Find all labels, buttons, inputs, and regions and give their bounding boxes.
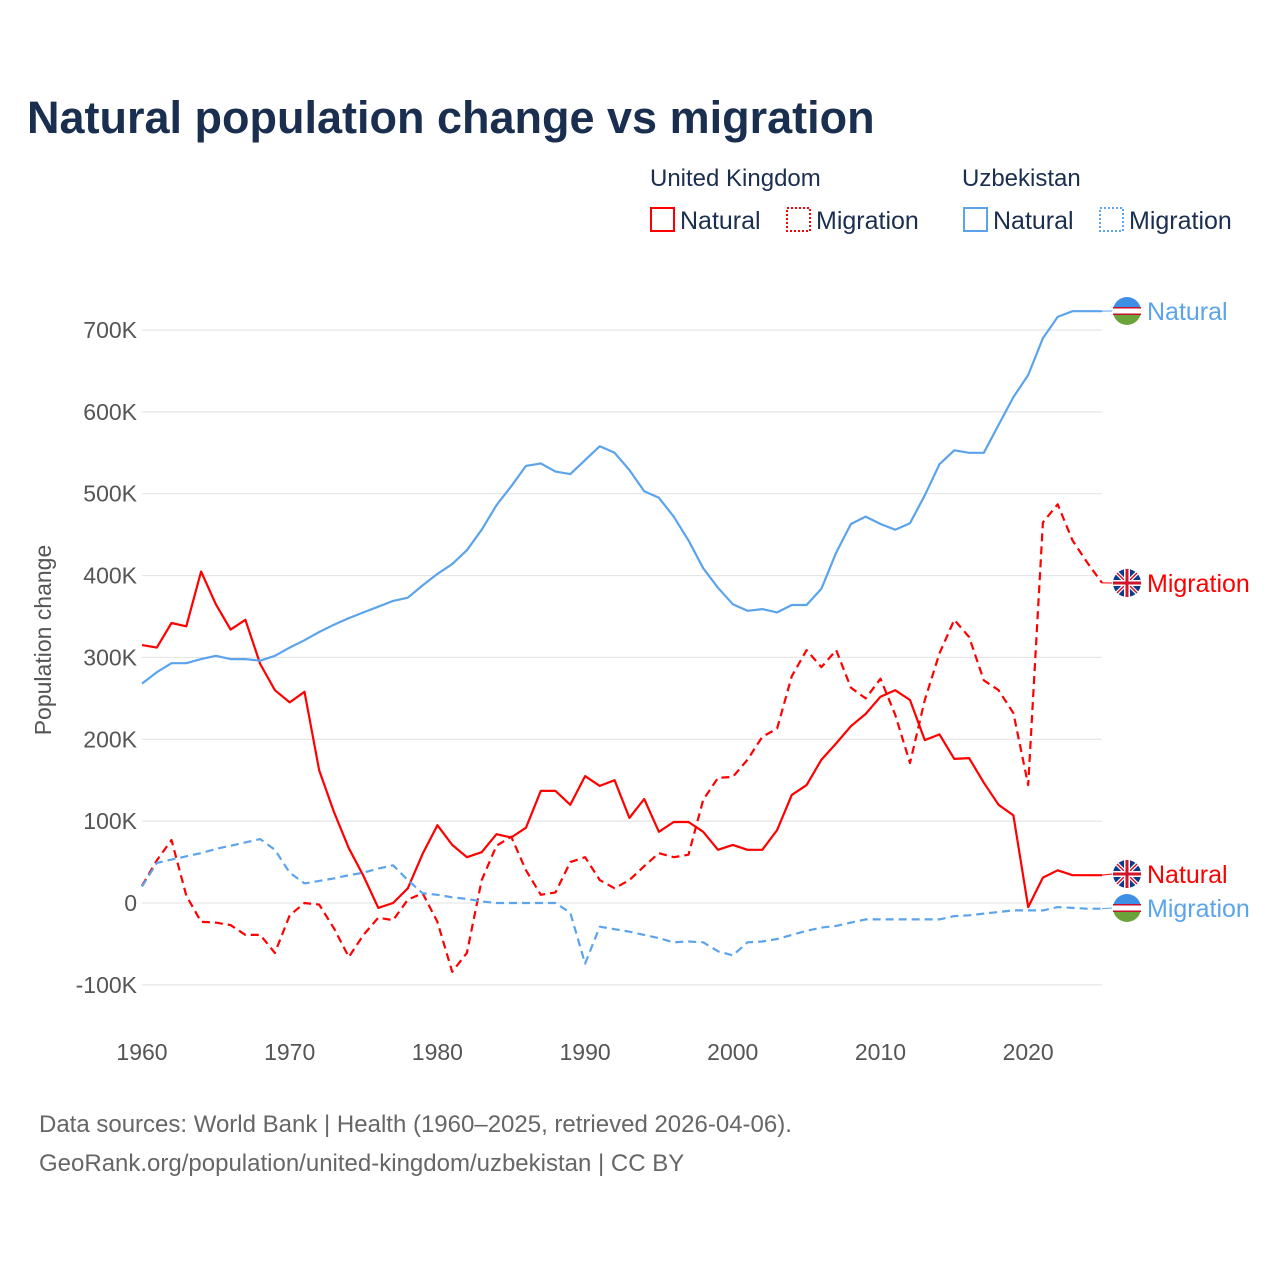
end-label-united-kingdom-migration: Migration — [1147, 570, 1250, 598]
legend-swatch-uk-migration — [787, 208, 810, 231]
legend-swatch-uz-natural — [964, 208, 987, 231]
legend-label-uk-migration: Migration — [816, 207, 919, 235]
legend-label-uk-natural: Natural — [680, 207, 761, 235]
flag-line — [1113, 314, 1141, 316]
legend-group-uz: Uzbekistan — [962, 165, 1081, 192]
legend: United Kingdom Uzbekistan Natural Migrat… — [650, 165, 1232, 235]
y-tick-label: 200K — [83, 726, 137, 752]
x-tick-label: 1990 — [559, 1039, 610, 1065]
y-tick-label: 300K — [83, 644, 137, 670]
connector-united-kingdom-natural — [1102, 874, 1112, 875]
legend-label-uz-migration: Migration — [1129, 207, 1232, 235]
y-tick-label: 400K — [83, 563, 137, 589]
y-tick-label: 500K — [83, 481, 137, 507]
grid — [142, 330, 1102, 985]
x-tick-label: 1980 — [412, 1039, 463, 1065]
uz-flag-icon — [1113, 894, 1141, 922]
footer-link[interactable]: GeoRank.org/population/united-kingdom/uz… — [39, 1150, 684, 1177]
end-label-united-kingdom-natural: Natural — [1147, 861, 1228, 889]
x-tick-label: 2020 — [1003, 1039, 1054, 1065]
end-label-uzbekistan-migration: Migration — [1147, 895, 1250, 923]
x-tick-label: 2010 — [855, 1039, 906, 1065]
end-labels: Natural Migration Natural Migration — [1102, 297, 1250, 923]
legend-label-uz-natural: Natural — [993, 207, 1074, 235]
y-tick-label: 0 — [124, 890, 137, 916]
chart-title: Natural population change vs migration — [27, 92, 875, 143]
flag-line — [1113, 904, 1141, 906]
y-tick-label: 700K — [83, 317, 137, 343]
legend-group-uk: United Kingdom — [650, 165, 821, 192]
line-uzbekistan-migration — [142, 839, 1102, 964]
y-axis-label: Population change — [30, 545, 56, 736]
y-axis: -100K 0 100K 200K 300K 400K 500K 600K 700K — [76, 317, 138, 998]
series-lines — [142, 311, 1102, 972]
x-axis: 1960 1970 1980 1990 2000 2010 2020 — [116, 1039, 1053, 1065]
x-tick-label: 1970 — [264, 1039, 315, 1065]
flag-line — [1113, 307, 1141, 309]
line-united-kingdom-migration — [142, 504, 1102, 972]
end-label-uzbekistan-natural: Natural — [1147, 298, 1228, 326]
connector-uzbekistan-migration — [1102, 908, 1112, 909]
uk-flag-icon — [1113, 569, 1141, 597]
x-tick-label: 1960 — [116, 1039, 167, 1065]
footer-source: Data sources: World Bank | Health (1960–… — [39, 1111, 792, 1138]
legend-swatch-uz-migration — [1100, 208, 1123, 231]
legend-swatch-uk-natural — [651, 208, 674, 231]
x-tick-label: 2000 — [707, 1039, 758, 1065]
uk-flag-icon — [1113, 860, 1141, 888]
line-uzbekistan-natural — [142, 311, 1102, 683]
flag-line — [1113, 911, 1141, 913]
y-tick-label: 600K — [83, 399, 137, 425]
y-tick-label: 100K — [83, 808, 137, 834]
y-tick-label: -100K — [76, 972, 138, 998]
uz-flag-icon — [1113, 297, 1141, 325]
